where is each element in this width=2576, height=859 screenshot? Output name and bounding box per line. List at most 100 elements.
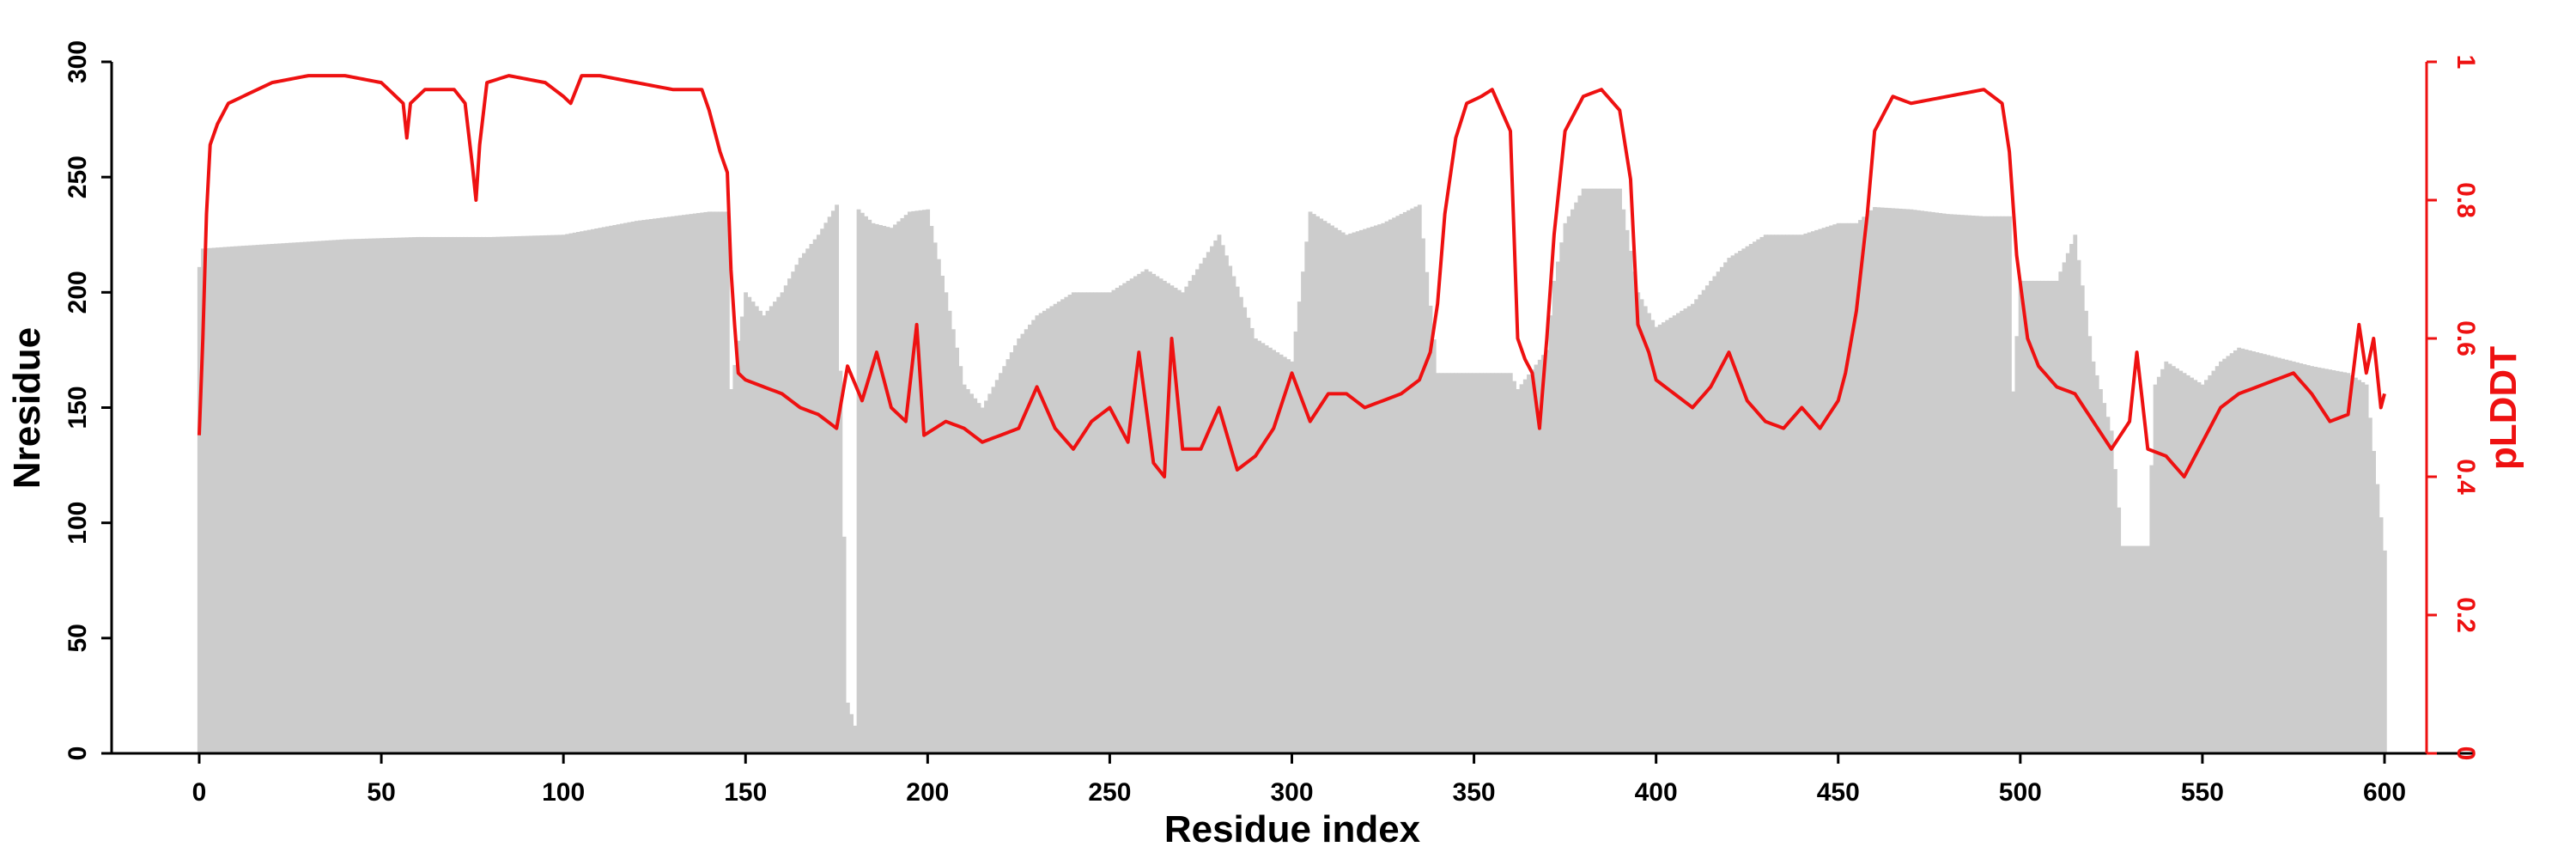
nresidue-bar	[1133, 276, 1138, 753]
nresidue-bar	[830, 210, 835, 754]
nresidue-bar	[354, 239, 359, 754]
nresidue-bar	[434, 236, 439, 753]
nresidue-bar	[1818, 228, 1823, 753]
nresidue-bar	[732, 364, 738, 753]
nresidue-bar	[1239, 296, 1243, 753]
nresidue-bar	[2171, 366, 2176, 753]
nresidue-bar	[2240, 348, 2245, 753]
nresidue-bar	[1129, 278, 1134, 754]
nresidue-bar	[484, 236, 489, 753]
nresidue-bar	[1261, 343, 1266, 753]
nresidue-bar	[1428, 305, 1433, 753]
nresidue-bar	[266, 244, 271, 753]
nresidue-bar	[216, 247, 220, 753]
nresidue-bar	[798, 258, 803, 754]
nresidue-bar	[1891, 208, 1896, 753]
nresidue-bar	[1545, 350, 1550, 753]
nresidue-bar	[2375, 484, 2380, 753]
nresidue-bar	[2244, 349, 2249, 753]
nresidue-bar	[685, 214, 690, 753]
nresidue-bar	[1446, 373, 1451, 753]
nresidue-bar	[2073, 235, 2078, 753]
nresidue-bar	[874, 223, 879, 753]
nresidue-bar	[1704, 285, 1710, 753]
nresidue-bar	[1111, 289, 1116, 753]
y-right-tick-label: 0.8	[2451, 182, 2480, 218]
nresidue-bar	[791, 271, 796, 753]
nresidue-bar	[554, 235, 559, 753]
nresidue-bar	[1188, 280, 1193, 753]
nresidue-bar	[1865, 213, 1870, 753]
nresidue-bar	[2018, 280, 2023, 753]
nresidue-bar	[441, 236, 446, 753]
nresidue-bar	[2262, 354, 2267, 753]
nresidue-bar	[762, 315, 767, 753]
nresidue-bar	[1512, 381, 1516, 753]
nresidue-bar	[408, 237, 413, 753]
nresidue-bar	[849, 714, 854, 753]
nresidue-bar	[994, 380, 999, 753]
nresidue-bar	[908, 211, 912, 754]
nresidue-bar	[1031, 320, 1036, 753]
nresidue-bar	[682, 215, 686, 754]
nresidue-bar	[1508, 373, 1513, 753]
nresidue-bar	[1272, 350, 1277, 753]
nresidue-bar	[1839, 222, 1844, 754]
nresidue-bar	[1436, 373, 1440, 753]
nresidue-bar	[1217, 235, 1222, 753]
nresidue-bar	[1210, 246, 1214, 753]
nresidue-bar	[2146, 545, 2151, 753]
nresidue-bar	[1297, 302, 1302, 753]
nresidue-bar	[2087, 336, 2093, 753]
nresidue-bar	[1170, 285, 1175, 753]
nresidue-bar	[2226, 356, 2231, 753]
nresidue-bar	[248, 245, 253, 754]
nresidue-bar	[794, 265, 799, 753]
nresidue-bar	[427, 236, 431, 753]
nresidue-bar	[911, 210, 916, 753]
nresidue-bar	[2123, 545, 2129, 753]
nresidue-bar	[1315, 216, 1320, 753]
nresidue-bar	[255, 245, 260, 753]
nresidue-bar	[1358, 229, 1364, 753]
nresidue-bar	[973, 398, 978, 753]
nresidue-bar	[1985, 216, 1990, 753]
nresidue-bar	[419, 236, 424, 753]
nresidue-bar	[914, 210, 920, 754]
nresidue-bar	[594, 228, 599, 753]
nresidue-bar	[1498, 373, 1502, 753]
nresidue-bar	[1949, 214, 1953, 753]
nresidue-bar	[1548, 315, 1553, 753]
nresidue-bar	[1686, 306, 1692, 753]
nresidue-bar	[1249, 327, 1255, 753]
nresidue-bar	[1959, 215, 1965, 754]
nresidue-bar	[1795, 235, 1801, 753]
nresidue-bar	[896, 221, 902, 753]
nresidue-bar	[638, 220, 642, 753]
nresidue-bar	[1049, 306, 1054, 753]
nresidue-bar	[1082, 292, 1087, 754]
nresidue-bar	[955, 347, 959, 753]
y-ticks-left: 0 50 100 150 200 250 300	[64, 40, 112, 760]
nresidue-bar	[1461, 373, 1466, 753]
nresidue-bar	[204, 248, 210, 753]
nresidue-bar	[718, 211, 723, 754]
nresidue-bar	[725, 211, 730, 754]
nresidue-bar	[2120, 545, 2125, 753]
nresidue-bar	[2233, 350, 2238, 753]
nresidue-bar	[1042, 310, 1047, 753]
nresidue-bar	[1097, 292, 1102, 754]
nresidue-bar	[1862, 216, 1867, 753]
nresidue-bar	[557, 235, 562, 753]
nresidue-bar	[1829, 225, 1833, 753]
nresidue-bar	[2258, 353, 2263, 753]
nresidue-bar	[1654, 326, 1659, 753]
nresidue-bar	[310, 241, 315, 753]
nresidue-bar	[2193, 380, 2198, 753]
nresidue-bar	[2000, 216, 2005, 753]
nresidue-bar	[1279, 354, 1284, 753]
nresidue-bar	[2102, 403, 2107, 753]
nresidue-bar	[1668, 317, 1674, 753]
nresidue-bar	[503, 236, 508, 753]
nresidue-bar	[1199, 263, 1204, 753]
